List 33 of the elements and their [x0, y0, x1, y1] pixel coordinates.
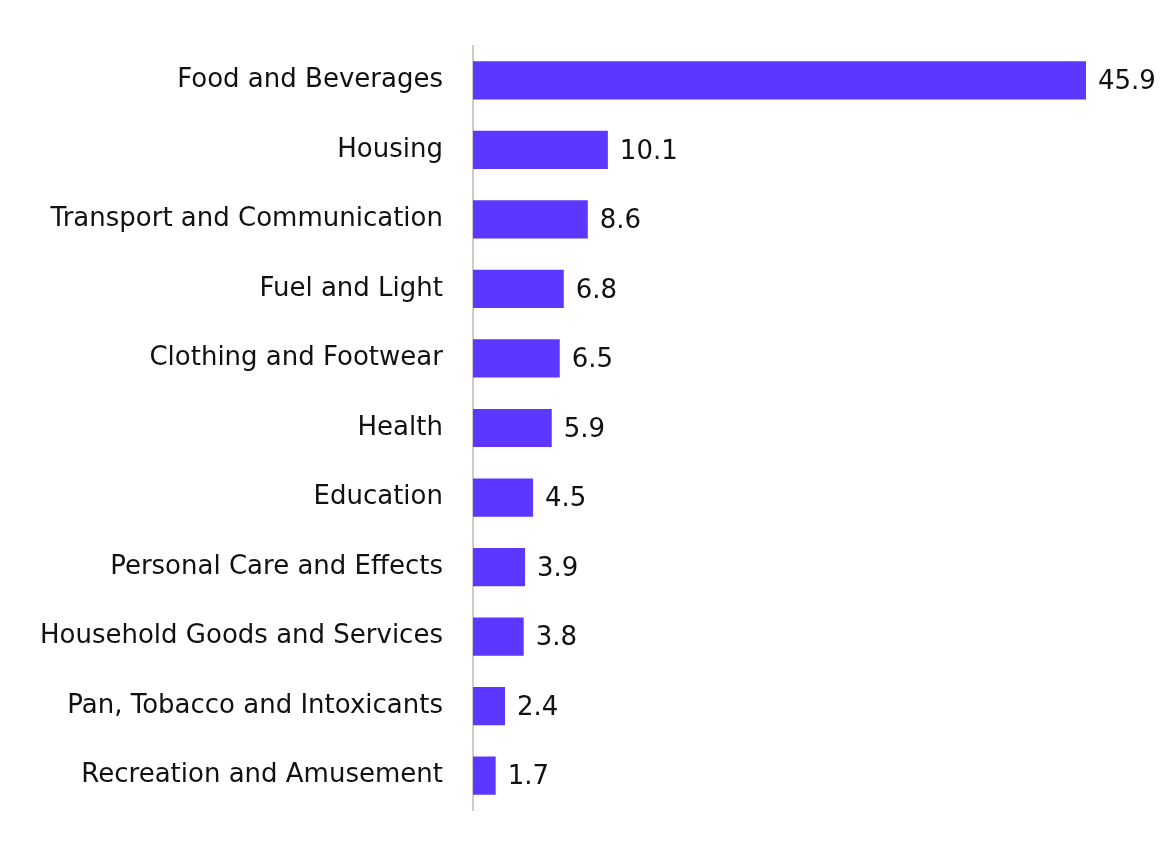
- bar: [472, 269, 564, 309]
- data-label: 4.5: [545, 482, 587, 513]
- bar: [472, 686, 505, 726]
- bar: [472, 61, 1086, 100]
- bar: [472, 478, 534, 517]
- data-label: 8.6: [599, 204, 642, 235]
- bar: [472, 617, 524, 656]
- y-tick-label: Fuel and Light: [259, 271, 443, 302]
- data-label: 5.9: [563, 412, 606, 443]
- bar: [472, 200, 588, 239]
- data-label: 1.7: [507, 760, 550, 791]
- data-label: 3.9: [537, 551, 579, 582]
- y-tick-label: Recreation and Amusement: [81, 758, 443, 789]
- y-tick-label: Transport and Communication: [49, 202, 443, 233]
- y-tick-label: Pan, Tobacco and Intoxicants: [67, 688, 443, 719]
- y-tick-label: Education: [313, 480, 443, 511]
- data-label: 45.9: [1098, 65, 1156, 96]
- bar: [472, 339, 560, 378]
- y-tick-label: Personal Care and Effects: [110, 549, 443, 580]
- data-label: 3.8: [535, 621, 578, 652]
- y-tick-label: Housing: [337, 132, 443, 163]
- bar: [472, 408, 552, 448]
- y-tick-label: Household Goods and Services: [40, 619, 443, 650]
- bar: [472, 130, 608, 170]
- data-label: 2.4: [517, 690, 559, 721]
- y-tick-label: Health: [357, 410, 443, 441]
- y-tick-label: Clothing and Footwear: [149, 341, 444, 372]
- y-tick-label: Food and Beverages: [177, 63, 443, 94]
- data-label: 6.5: [571, 343, 614, 374]
- bar: [472, 756, 496, 795]
- data-label: 10.1: [619, 134, 678, 165]
- bar: [472, 547, 526, 587]
- data-label: 6.8: [575, 273, 618, 304]
